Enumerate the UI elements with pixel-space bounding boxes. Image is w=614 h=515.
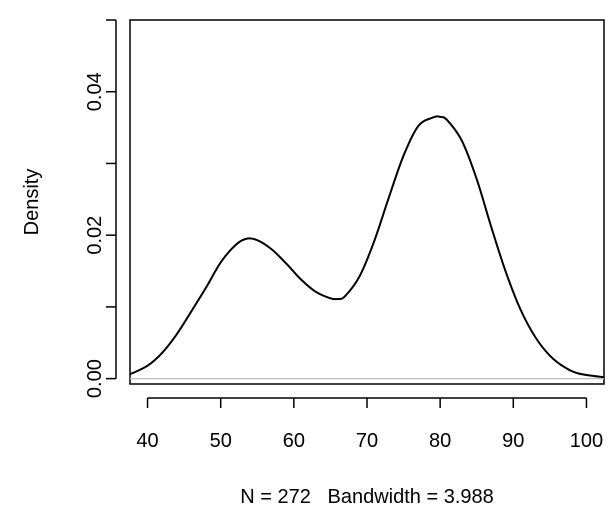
y-axis: 0.00 0.02 0.04 [84,19,117,398]
density-curve [129,115,605,379]
x-tick-label: 100 [570,430,603,452]
y-tick-label: 0.04 [84,72,106,111]
y-tick-label: 0.02 [84,216,106,255]
y-axis-label: Density [21,169,43,236]
x-tick-label: 60 [283,430,305,452]
x-tick-label: 90 [502,430,524,452]
x-tick-label: 70 [356,430,378,452]
plot-frame [129,19,605,385]
x-tick-label: 50 [210,430,232,452]
y-tick-label: 0.00 [84,359,106,398]
x-axis: 40 50 60 70 80 90 100 [136,397,603,452]
x-tick-label: 80 [429,430,451,452]
x-tick-label: 40 [136,430,158,452]
x-axis-label: N = 272 Bandwidth = 3.988 [240,486,494,508]
